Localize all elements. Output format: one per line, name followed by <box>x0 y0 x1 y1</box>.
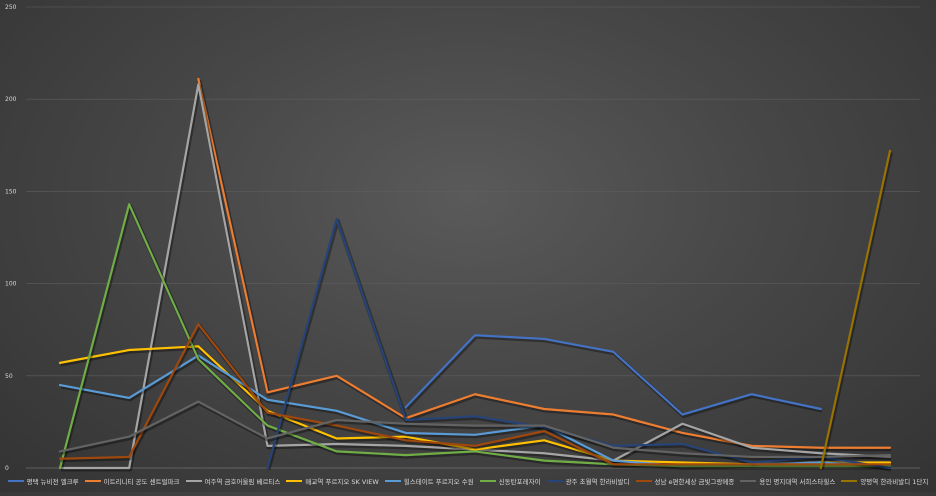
series-0 <box>404 334 823 419</box>
series-7 <box>58 323 892 468</box>
legend-item-7: 성남 e편한세상 금빛그랑메종 <box>635 476 735 486</box>
series-line-shadow <box>819 151 893 470</box>
legend-item-9: 양평역 한라비발디 1단지 <box>841 476 928 486</box>
legend-item-0: 평택 뉴비전 엘크루 <box>7 476 79 486</box>
legend-label: 평택 뉴비전 엘크루 <box>26 478 79 486</box>
series-1 <box>197 77 892 452</box>
legend-label: 양평역 한라비발디 1단지 <box>860 478 929 486</box>
legend-item-3: 매교역 푸르지오 SK VIEW <box>286 476 379 486</box>
legend-swatch <box>740 480 757 482</box>
legend-item-4: 힐스테이트 푸르지오 수원 <box>384 476 474 486</box>
series-line <box>819 149 892 470</box>
legend-swatch <box>841 480 858 482</box>
legend-label: 성남 e편한세상 금빛그랑메종 <box>654 478 735 486</box>
legend-label: 여주역 금호어울림 베르티스 <box>204 478 281 486</box>
legend-item-8: 용인 명지대역 서희스타힐스 <box>740 476 835 486</box>
y-tick-label: 150 <box>5 188 17 195</box>
legend-label: 신동탄포레자이 <box>498 478 541 486</box>
series-5 <box>58 203 892 471</box>
legend-item-1: 이트리니티 공도 센트럴파크 <box>84 476 180 486</box>
series-9 <box>819 149 893 470</box>
legend-item-5: 신동탄포레자이 <box>479 476 541 486</box>
grid-lines <box>26 6 920 469</box>
series-8 <box>58 400 892 461</box>
legend-swatch <box>286 480 303 482</box>
legend-swatch <box>84 480 101 482</box>
series-line <box>58 323 892 466</box>
legend: 평택 뉴비전 엘크루 이트리니티 공도 센트럴파크 여주역 금호어울림 베르티스 매교… <box>0 474 936 488</box>
y-tick-label: 0 <box>5 465 9 472</box>
series-line <box>197 77 892 449</box>
y-tick-label: 250 <box>5 4 17 11</box>
legend-swatch <box>185 480 202 482</box>
legend-swatch <box>7 480 24 482</box>
legend-item-2: 여주역 금호어울림 베르티스 <box>185 476 281 486</box>
y-tick-label: 100 <box>5 281 17 288</box>
series-lines <box>58 77 893 472</box>
y-axis-ticks: 0 50 100 150 200 250 <box>5 4 17 472</box>
legend-label: 힐스테이트 푸르지오 수원 <box>403 478 474 486</box>
series-line <box>404 334 822 416</box>
series-line <box>58 400 892 459</box>
legend-item-6: 광주 초월역 한라비발디 <box>546 476 630 486</box>
legend-label: 매교역 푸르지오 SK VIEW <box>305 478 379 486</box>
legend-label: 광주 초월역 한라비발디 <box>565 478 630 486</box>
legend-swatch <box>384 480 401 482</box>
legend-swatch <box>479 480 496 482</box>
legend-label: 이트리니티 공도 센트럴파크 <box>103 478 180 486</box>
series-line-shadow <box>405 334 823 419</box>
series-line-shadow <box>197 79 891 452</box>
legend-swatch <box>546 480 563 482</box>
y-tick-label: 50 <box>5 373 13 380</box>
series-line <box>58 203 892 470</box>
legend-swatch <box>635 480 652 482</box>
legend-label: 용인 명지대역 서희스타힐스 <box>759 478 836 486</box>
y-tick-label: 200 <box>5 96 17 103</box>
